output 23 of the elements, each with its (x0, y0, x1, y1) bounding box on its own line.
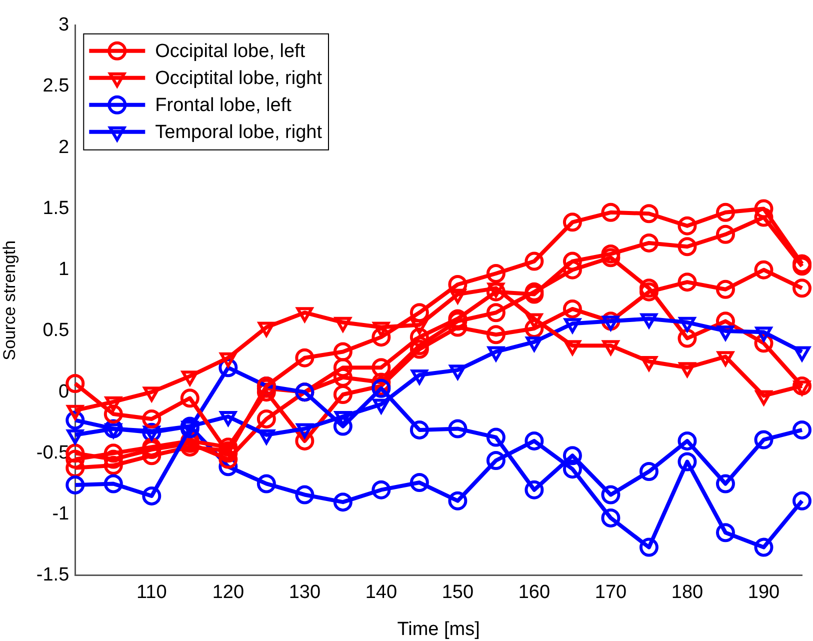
legend-label: Occipital lobe, left (155, 41, 306, 62)
x-tick-label: 170 (594, 582, 627, 604)
y-tick-label: 0.5 (42, 320, 70, 342)
x-tick-label: 130 (288, 582, 321, 604)
legend-label: Temporal lobe, right (155, 122, 323, 144)
legend-label: Frontal lobe, left (155, 95, 292, 116)
x-tick-label: 120 (212, 582, 244, 604)
x-tick-label: 180 (671, 582, 704, 604)
x-tick-label: 150 (442, 582, 474, 604)
x-tick-label: 160 (518, 582, 550, 604)
y-tick-label: -1.5 (36, 564, 70, 586)
x-tick-label: 110 (136, 582, 167, 604)
legend-label: Occiptital lobe, right (155, 68, 323, 90)
y-axis-title: Source strength (0, 240, 19, 360)
x-tick-label: 190 (748, 582, 780, 604)
y-tick-label: 3 (58, 14, 70, 36)
y-tick-label: -1 (52, 504, 70, 525)
y-tick-label: 1.5 (42, 198, 70, 219)
y-tick-label: 1 (58, 259, 70, 280)
x-axis-title: Time [ms] (397, 618, 480, 640)
y-tick-label: 2 (58, 136, 70, 158)
y-tick-label: 2.5 (42, 76, 70, 97)
x-tick-label: 140 (365, 582, 398, 604)
